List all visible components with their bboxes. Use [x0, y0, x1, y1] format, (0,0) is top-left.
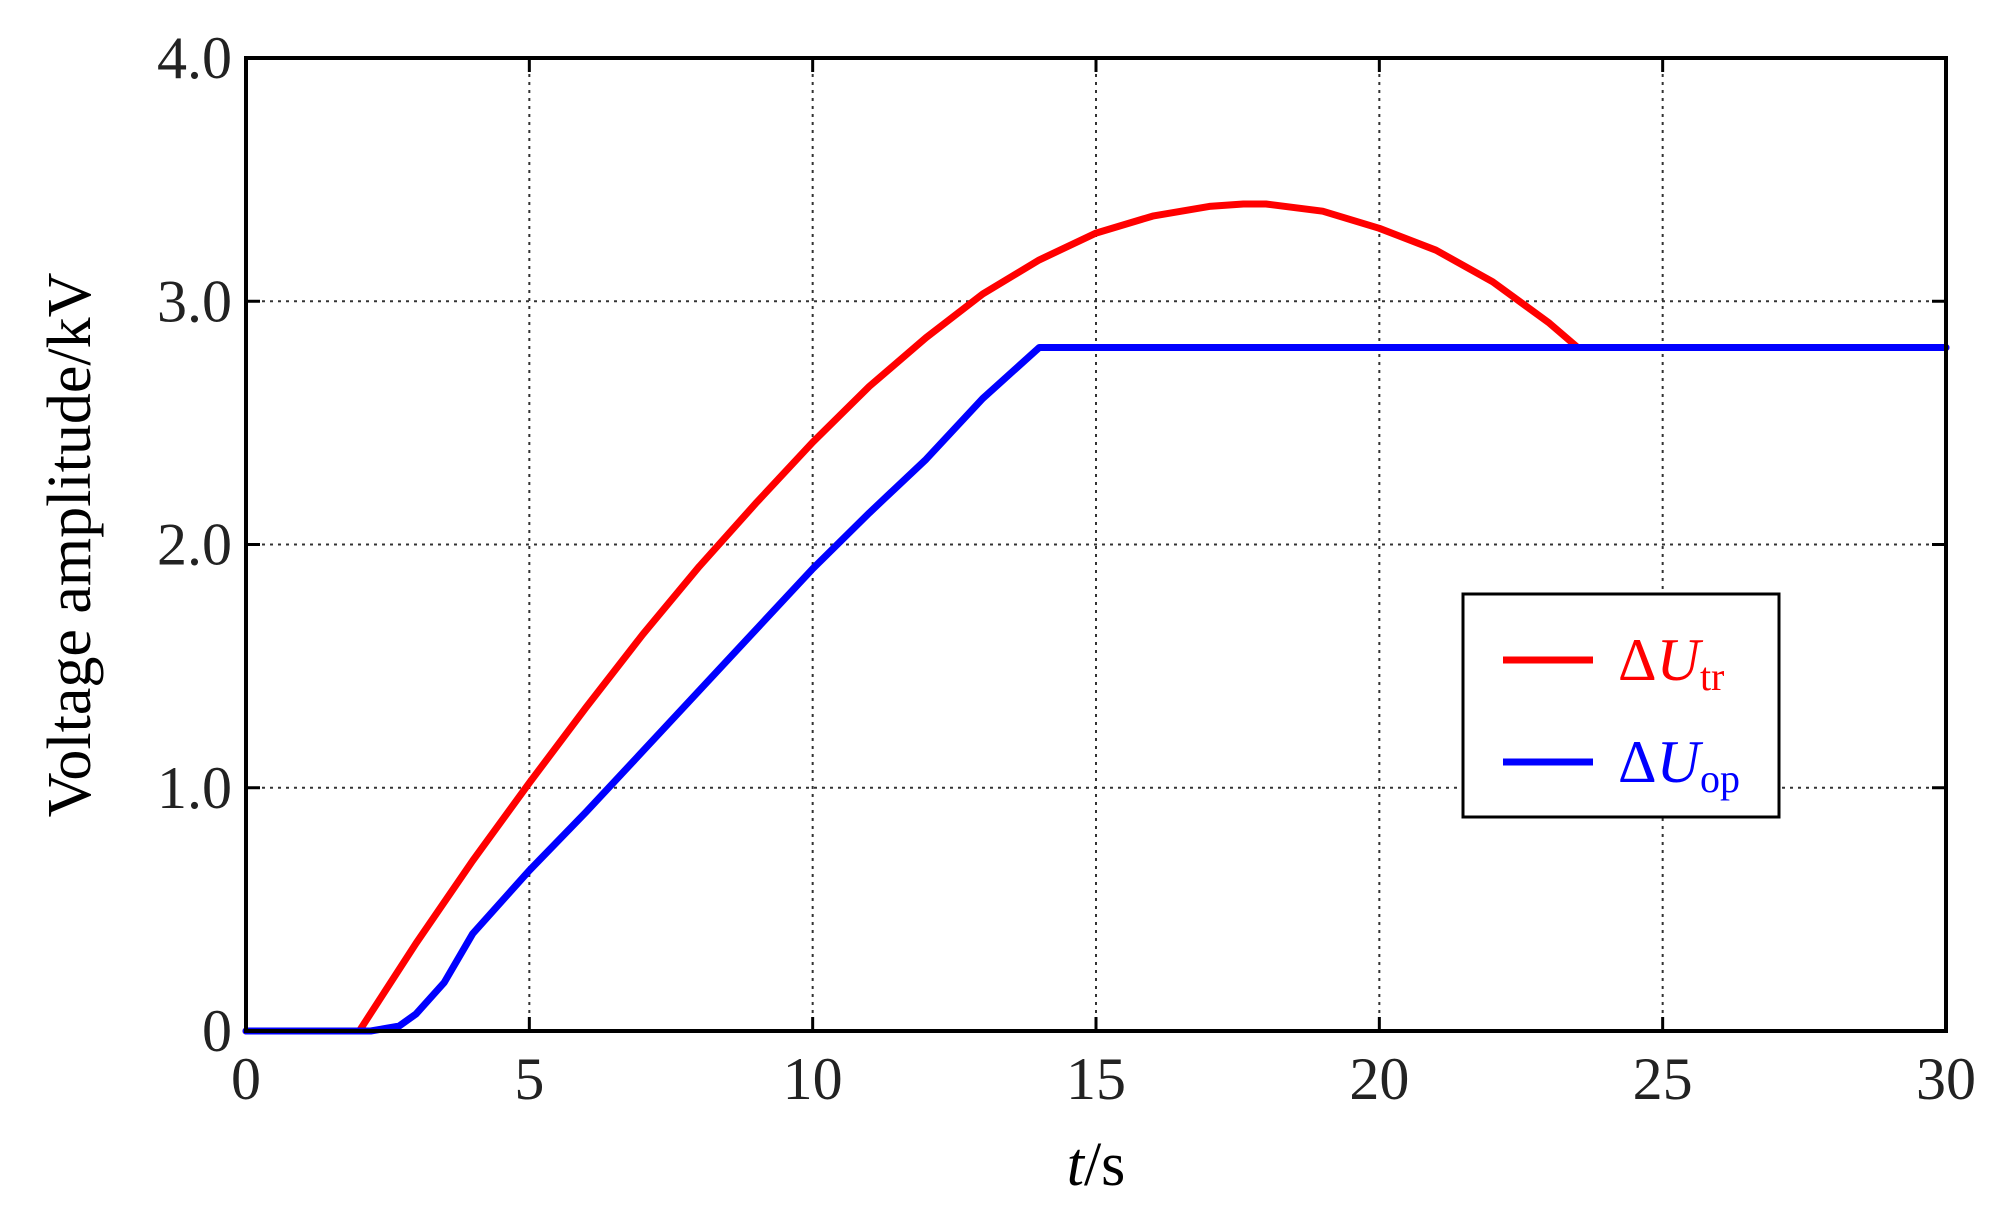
- y-tick-labels: 0 1.0 2.0 3.0 4.0: [157, 25, 232, 1064]
- legend: ΔUtr ΔUop: [1461, 592, 1781, 819]
- x-tick-label: 15: [1066, 1046, 1126, 1112]
- axis-ticks: [246, 58, 1946, 1031]
- x-axis-title: t/s: [1067, 1131, 1126, 1199]
- plot-frame: [244, 56, 1948, 1033]
- legend-label-op: ΔUop: [1618, 729, 1740, 801]
- y-axis-title: Voltage amplitude/kV: [36, 272, 104, 817]
- legend-label-op-sub: op: [1700, 756, 1740, 801]
- series-line-op: [242, 344, 1950, 1035]
- x-tick-labels: 0 5 10 15 20 25 30: [231, 1046, 1976, 1112]
- legend-label-tr-main: U: [1657, 627, 1704, 693]
- legend-label-tr: ΔUtr: [1618, 627, 1724, 699]
- x-tick-label: 20: [1349, 1046, 1409, 1112]
- x-axis-title-unit: /s: [1084, 1131, 1125, 1199]
- legend-label-op-main: U: [1657, 729, 1704, 795]
- y-tick-label: 4.0: [157, 25, 232, 91]
- series-lines: [242, 200, 1950, 1035]
- legend-box: [1461, 592, 1781, 819]
- x-tick-label: 10: [783, 1046, 843, 1112]
- y-tick-label: 3.0: [157, 268, 232, 334]
- x-tick-label: 30: [1916, 1046, 1976, 1112]
- legend-label-op-symbol: Δ: [1618, 729, 1657, 795]
- y-tick-label: 1.0: [157, 755, 232, 821]
- legend-label-tr-symbol: Δ: [1618, 627, 1657, 693]
- legend-label-tr-sub: tr: [1700, 654, 1724, 699]
- x-tick-label: 0: [231, 1046, 261, 1112]
- x-tick-label: 5: [514, 1046, 544, 1112]
- y-tick-label: 0: [202, 998, 232, 1064]
- x-tick-label: 25: [1633, 1046, 1693, 1112]
- grid-lines: [246, 58, 1946, 1031]
- series-line-tr: [242, 200, 1950, 1035]
- y-tick-label: 2.0: [157, 512, 232, 578]
- x-axis-title-variable: t: [1067, 1131, 1086, 1199]
